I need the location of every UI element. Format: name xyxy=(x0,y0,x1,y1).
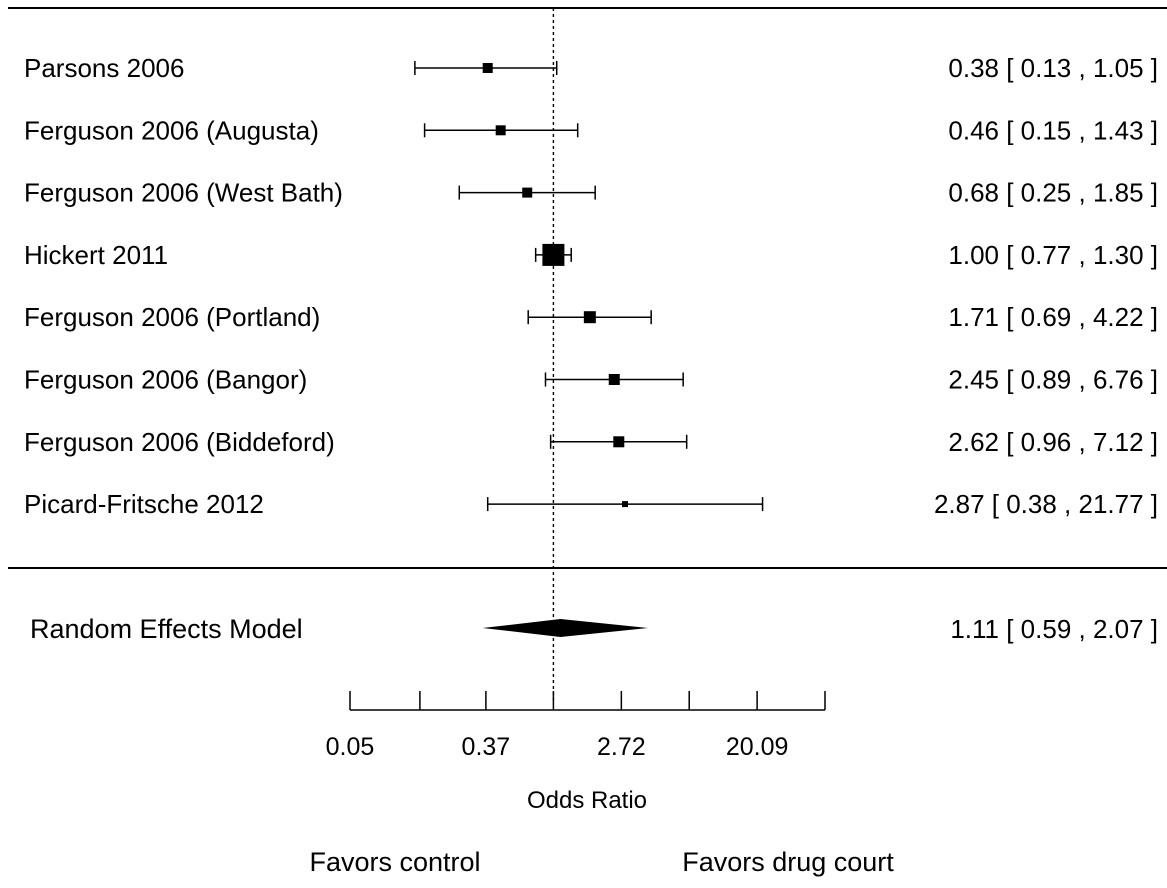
point-estimate-square xyxy=(621,501,628,508)
ci-text: 1.00 [ 0.77 , 1.30 ] xyxy=(948,240,1158,270)
axis-title: Odds Ratio xyxy=(527,787,647,814)
ci-text: 2.87 [ 0.38 , 21.77 ] xyxy=(934,489,1158,519)
ci-text: 2.62 [ 0.96 , 7.12 ] xyxy=(948,427,1158,457)
x-tick-label: 20.09 xyxy=(726,733,789,761)
point-estimate-square xyxy=(583,311,596,324)
point-estimate-square xyxy=(482,63,493,73)
study-label: Picard-Fritsche 2012 xyxy=(24,489,264,519)
point-estimate-square xyxy=(495,125,506,136)
summary-ci-text: 1.11 [ 0.59 , 2.07 ] xyxy=(950,614,1158,644)
point-estimate-square xyxy=(613,436,625,448)
point-estimate-square xyxy=(542,243,565,266)
study-label: Ferguson 2006 (Bangor) xyxy=(24,365,307,395)
ci-text: 0.46 [ 0.15 , 1.43 ] xyxy=(948,115,1158,145)
study-row: Ferguson 2006 (Augusta) 0.46 [ 0.15 , 1.4… xyxy=(24,115,1158,145)
study-row: Ferguson 2006 (Biddeford) 2.62 [ 0.96 , 7… xyxy=(24,427,1158,457)
study-label: Ferguson 2006 (Biddeford) xyxy=(24,427,335,457)
study-label: Hickert 2011 xyxy=(24,240,168,270)
point-estimate-square xyxy=(522,187,533,198)
point-estimate-square xyxy=(608,374,620,385)
study-row: Ferguson 2006 (West Bath) 0.68 [ 0.25 , 1… xyxy=(24,178,1158,208)
study-label: Ferguson 2006 (Portland) xyxy=(24,302,320,332)
x-tick-label: 0.05 xyxy=(326,733,375,761)
ci-text: 0.38 [ 0.13 , 1.05 ] xyxy=(948,53,1158,83)
favors-drug-court-label: Favors drug court xyxy=(682,847,894,877)
summary-diamond xyxy=(482,619,648,637)
study-label: Ferguson 2006 (West Bath) xyxy=(24,178,343,208)
study-row: Ferguson 2006 (Portland) 1.71 [ 0.69 , 4.… xyxy=(24,302,1158,332)
ci-text: 0.68 [ 0.25 , 1.85 ] xyxy=(948,178,1158,208)
study-row: Hickert 2011 1.00 [ 0.77 , 1.30 ] xyxy=(24,240,1158,270)
study-row: Parsons 2006 0.38 [ 0.13 , 1.05 ] xyxy=(24,53,1158,83)
x-tick-label: 0.37 xyxy=(462,733,511,761)
x-tick-label: 2.72 xyxy=(597,733,646,761)
study-row: Ferguson 2006 (Bangor) 2.45 [ 0.89 , 6.76… xyxy=(24,365,1158,395)
ci-text: 2.45 [ 0.89 , 6.76 ] xyxy=(948,365,1158,395)
favors-control-label: Favors control xyxy=(309,847,480,877)
ci-text: 1.71 [ 0.69 , 4.22 ] xyxy=(948,302,1158,332)
study-label: Parsons 2006 xyxy=(24,53,184,83)
study-label: Ferguson 2006 (Augusta) xyxy=(24,115,319,145)
study-row: Picard-Fritsche 2012 2.87 [ 0.38 , 21.77 … xyxy=(24,489,1158,519)
summary-label: Random Effects Model xyxy=(30,614,303,644)
